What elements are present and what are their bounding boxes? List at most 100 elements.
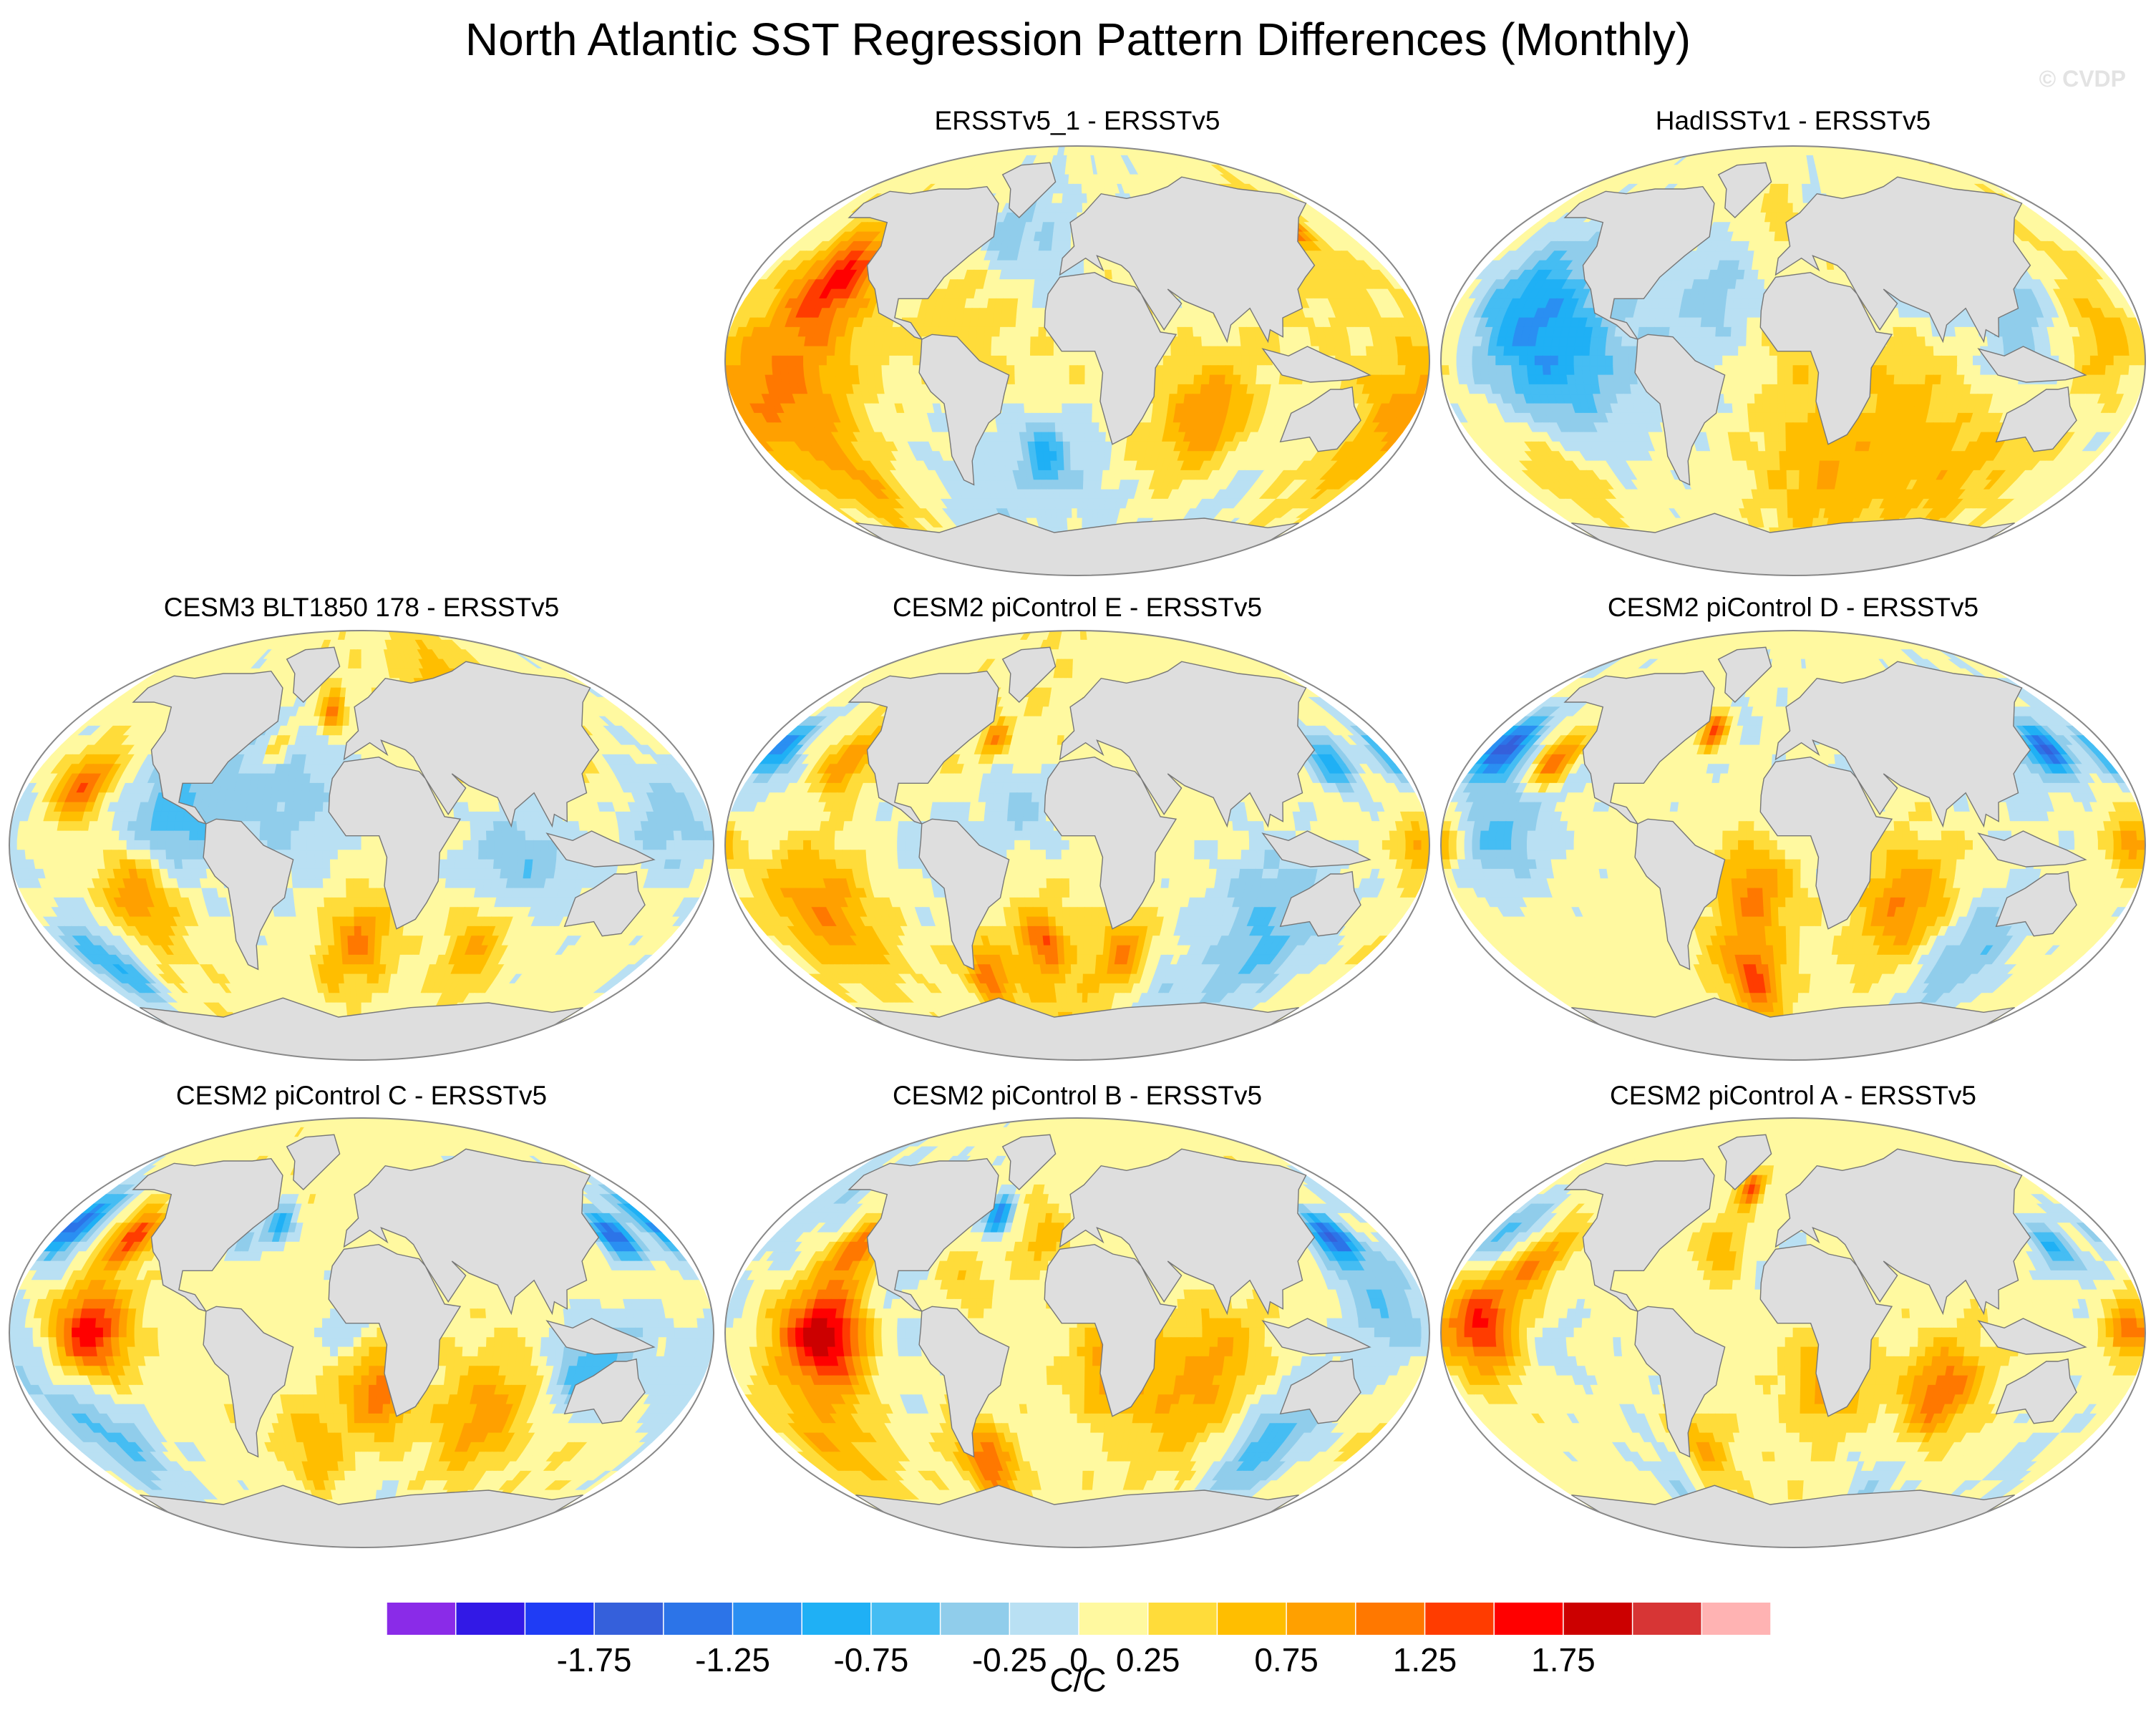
sst-cell [1024, 308, 1033, 319]
sst-cell [1060, 203, 1068, 213]
sst-cell [858, 336, 868, 347]
sst-cell [1034, 441, 1044, 452]
sst-cell [1084, 365, 1094, 376]
sst-cell [1264, 365, 1273, 376]
sst-cell [795, 355, 804, 366]
sst-cell [1190, 565, 1210, 575]
sst-cell [968, 326, 978, 338]
sst-cell [931, 146, 953, 156]
sst-cell [1072, 508, 1078, 519]
sst-cell [1240, 365, 1250, 376]
sst-cell [1405, 355, 1414, 366]
sst-cell [1077, 480, 1084, 490]
panel-title-hadisstv1-ersstv5: HadISSTv1 - ERSSTv5 [1441, 106, 2145, 136]
sst-cell [1170, 365, 1180, 376]
sst-cell [1031, 308, 1041, 319]
sst-cell [1200, 336, 1210, 347]
sst-cell [1351, 355, 1359, 366]
sst-cell [1031, 394, 1040, 404]
sst-cell [1070, 480, 1078, 490]
sst-cell [928, 146, 950, 156]
sst-cell [897, 355, 905, 366]
sst-cell [1022, 355, 1031, 366]
sst-cell [1053, 355, 1062, 366]
sst-cell [1077, 498, 1084, 510]
sst-cell [1208, 374, 1218, 385]
sst-cell [1789, 155, 1794, 166]
sst-cell [1077, 203, 1083, 213]
sst-cell [1181, 146, 1200, 156]
sst-cell [1088, 489, 1096, 500]
sst-cell [1072, 165, 1078, 175]
sst-cell [1069, 374, 1078, 385]
sst-cell [858, 374, 868, 385]
sst-cell [1098, 422, 1107, 433]
figure-title: North Atlantic SST Regression Pattern Di… [0, 13, 2156, 66]
sst-cell [1008, 403, 1018, 414]
sst-cell [1038, 394, 1047, 404]
sst-cell [834, 346, 844, 356]
sst-cell [1062, 441, 1071, 452]
sst-cell [1412, 365, 1422, 376]
sst-cell [1046, 394, 1055, 404]
sst-cell [999, 346, 1008, 356]
sst-cell [772, 346, 782, 356]
sst-cell [1373, 365, 1383, 376]
sst-cell [787, 355, 796, 366]
sst-cell [967, 336, 977, 347]
sst-cell [1631, 155, 1653, 166]
sst-cell [764, 365, 774, 376]
sst-cell [1042, 260, 1052, 271]
sst-cell [1350, 346, 1359, 356]
sst-cell [1030, 384, 1039, 395]
sst-cell [1027, 441, 1036, 452]
sst-cell [1066, 508, 1073, 519]
sst-cell [1067, 193, 1073, 204]
sst-cell [1185, 384, 1195, 395]
sst-cell [834, 365, 844, 376]
sst-cell [1047, 412, 1056, 424]
sst-cell [1193, 146, 1213, 156]
sst-cell [897, 365, 906, 376]
sst-cell [1006, 365, 1016, 376]
sst-cell [1084, 394, 1093, 404]
sst-cell [999, 336, 1008, 347]
sst-cell [1170, 346, 1180, 356]
sst-cell [1160, 394, 1170, 404]
sst-cell [873, 355, 883, 366]
sst-cell [983, 336, 993, 347]
sst-cell [924, 565, 947, 575]
sst-cell [1091, 432, 1099, 442]
sst-cell [865, 355, 875, 366]
sst-cell [1098, 432, 1107, 442]
sst-cell [866, 336, 876, 347]
sst-cell [1062, 412, 1071, 424]
sst-cell [1674, 146, 1692, 156]
sst-cell [1784, 165, 1790, 175]
sst-cell [1069, 412, 1078, 424]
sst-cell [1065, 212, 1072, 223]
sst-cell [1208, 326, 1218, 338]
sst-cell [1029, 365, 1039, 376]
sst-cell [1077, 508, 1083, 519]
sst-cell [1049, 451, 1058, 462]
sst-cell [1064, 240, 1072, 252]
sst-cell [1781, 212, 1788, 223]
sst-cell [961, 146, 980, 156]
sst-cell [1038, 336, 1047, 347]
sst-cell [850, 374, 860, 385]
sst-cell [1042, 451, 1052, 462]
sst-cell [912, 155, 934, 166]
sst-cell [913, 346, 922, 356]
sst-cell [1007, 394, 1017, 404]
sst-cell [881, 346, 890, 356]
sst-cell [1084, 422, 1093, 433]
sst-cell [1092, 384, 1101, 395]
sst-cell [1671, 146, 1689, 156]
sst-cell [1365, 346, 1375, 356]
sst-cell [1082, 508, 1089, 519]
sst-cell [1016, 308, 1026, 319]
sst-cell [1022, 384, 1031, 395]
sst-cell [1217, 365, 1227, 376]
sst-cell [1069, 451, 1078, 462]
